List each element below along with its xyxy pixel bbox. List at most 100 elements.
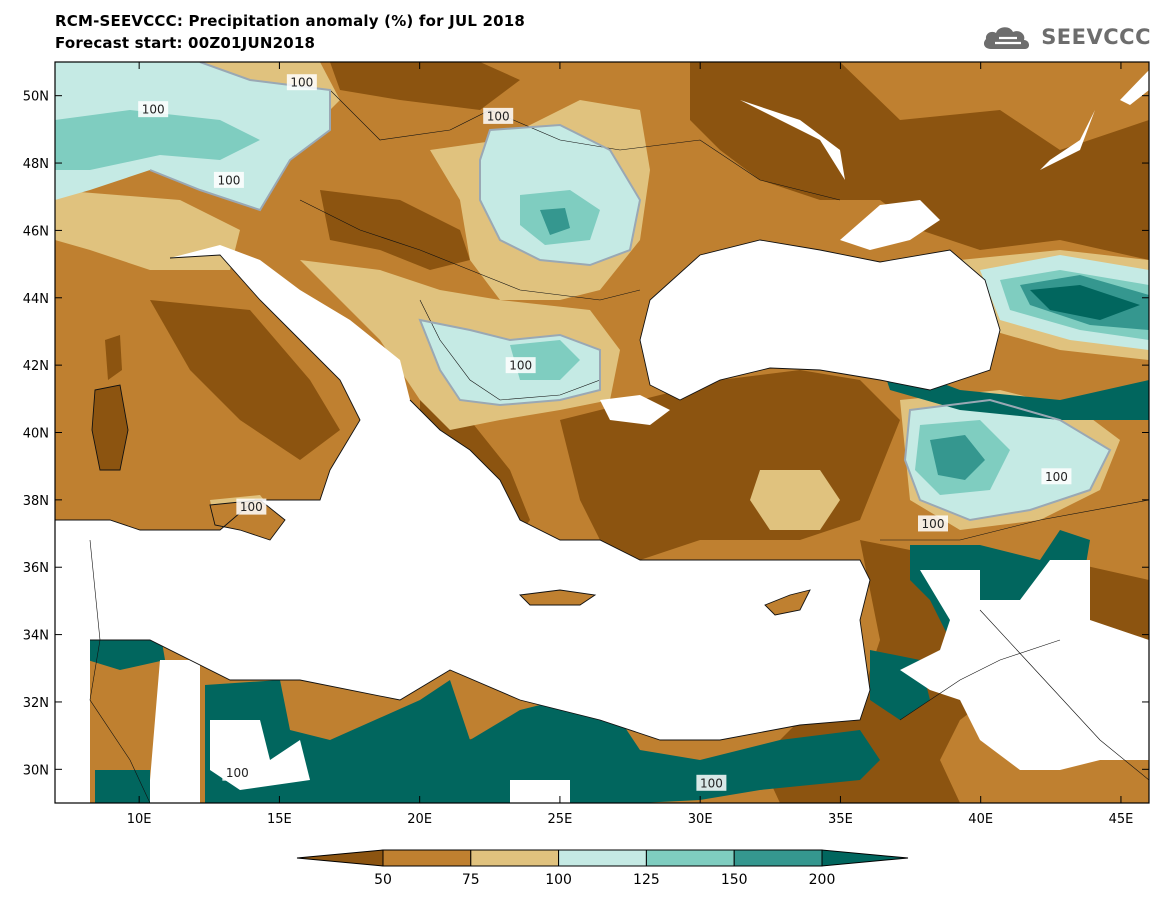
contour-label-bg (918, 515, 949, 532)
lat-tick-label: 40N (23, 427, 49, 442)
contour-100-lines (149, 62, 1112, 522)
country-border (89, 539, 151, 803)
masked-desert-region (900, 560, 1149, 770)
coastline (764, 589, 811, 616)
colorbar-label: 75 (462, 872, 480, 888)
contour-line (418, 318, 601, 407)
cyprus (765, 590, 810, 615)
lon-tick-label: 15E (267, 812, 292, 827)
lat-tick-label: 32N (23, 696, 49, 711)
seevccc-logo: SEEVCCC (981, 22, 1151, 52)
colorbar-label: 100 (545, 872, 572, 888)
colorbar-label: 200 (809, 872, 836, 888)
colorbar-segment-150-200 (733, 849, 823, 867)
lon-tick-label: 40E (968, 812, 993, 827)
contour-label-bg (222, 764, 253, 781)
masked-desert-region (150, 660, 200, 803)
coastline (90, 399, 871, 741)
contour-label: 100 (1045, 470, 1068, 484)
mediterranean-sea (55, 245, 870, 803)
cloud-icon (984, 27, 1030, 49)
black-sea-coast (639, 239, 1001, 401)
contour-label-bg (213, 171, 244, 188)
black-sea (640, 240, 1000, 400)
anomaly-above-200-region (1030, 285, 1140, 320)
coastline (91, 384, 129, 471)
contour-line (149, 62, 331, 212)
masked-strip (740, 100, 845, 180)
anomaly-below-50-region (330, 62, 520, 110)
colorbar-label: 150 (721, 872, 748, 888)
lon-tick-label: 35E (828, 812, 853, 827)
lat-tick-label: 36N (23, 561, 49, 576)
contour-label: 100 (509, 359, 532, 373)
contour-label: 100 (217, 173, 240, 187)
anomaly-above-200-region (95, 770, 150, 803)
contour-label-bg (236, 498, 267, 515)
contour-label: 100 (700, 776, 723, 790)
contour-label-bg (1041, 468, 1072, 485)
anomaly-below-50-region (320, 190, 470, 270)
masked-strip (1120, 70, 1149, 105)
logo-text: SEEVCCC (1041, 25, 1151, 49)
colorbar-label: 125 (633, 872, 660, 888)
sea-of-marmara (600, 395, 670, 425)
lat-tick-label: 46N (23, 224, 49, 239)
colorbar-below-50-triangle (296, 849, 384, 867)
lon-tick-label: 25E (548, 812, 573, 827)
contour-label: 100 (226, 766, 249, 780)
contour-label: 100 (922, 517, 945, 531)
colorbar-segment-100-125 (558, 849, 647, 867)
map-title: RCM-SEEVCCC: Precipitation anomaly (%) f… (55, 12, 526, 30)
lat-tick-label: 50N (23, 90, 49, 105)
anomaly-above-200-region (205, 680, 880, 803)
contour-label: 100 (240, 500, 263, 514)
latitude-axis: 50N 48N 46N 44N 42N 40N 38N 36N 34N 32N 30N (23, 90, 1149, 778)
country-border (880, 499, 1149, 541)
coastline (55, 254, 361, 531)
contour-label-bg (505, 357, 536, 374)
sardinia (92, 385, 128, 470)
contour-line (903, 398, 1112, 522)
anomaly-150-200-region (930, 435, 985, 480)
contour-label: 100 (142, 103, 165, 117)
longitude-axis: 10E 15E 20E 25E 30E 35E 40E 45E (127, 62, 1134, 827)
contour-label-bg (696, 774, 727, 791)
coastlines (55, 89, 1149, 803)
sea-of-azov (840, 200, 940, 250)
masked-desert-region (510, 780, 570, 803)
forecast-start-label: Forecast start: 00Z01JUN2018 (55, 34, 316, 52)
colorbar-segment-50-75 (382, 849, 472, 867)
lat-tick-label: 48N (23, 157, 49, 172)
contour-labels: 100 100 100 100 100 100 100 100 100 100 (138, 74, 1072, 791)
country-border (419, 299, 601, 401)
colorbar-above-200-triangle (821, 849, 909, 867)
lat-tick-label: 42N (23, 359, 49, 374)
country-border (299, 199, 641, 301)
colorbar-label: 50 (374, 872, 392, 888)
country-border (899, 639, 1061, 721)
colorbar-segment-125-150 (645, 849, 735, 867)
anomaly-below-50-region (150, 300, 340, 460)
lat-tick-label: 38N (23, 494, 49, 509)
lon-tick-label: 20E (407, 812, 432, 827)
lat-tick-label: 30N (23, 763, 49, 778)
corsica (105, 335, 122, 380)
contour-line (479, 123, 642, 267)
country-border (329, 89, 841, 201)
anomaly-below-50-region (690, 62, 1149, 260)
lat-tick-label: 44N (23, 292, 49, 307)
anomaly-75-100-region (750, 470, 840, 530)
anomaly-75-100-region (55, 190, 240, 270)
contour-label-bg (483, 107, 514, 124)
anomaly-125-150-region (55, 110, 260, 170)
coastline (519, 589, 597, 606)
lat-tick-label: 34N (23, 629, 49, 644)
colorbar-segment-75-100 (470, 849, 560, 867)
lon-tick-label: 30E (688, 812, 713, 827)
contour-label: 100 (487, 109, 510, 123)
anomaly-150-200-region (540, 208, 570, 235)
contour-label-bg (138, 101, 169, 118)
lon-tick-label: 45E (1109, 812, 1134, 827)
